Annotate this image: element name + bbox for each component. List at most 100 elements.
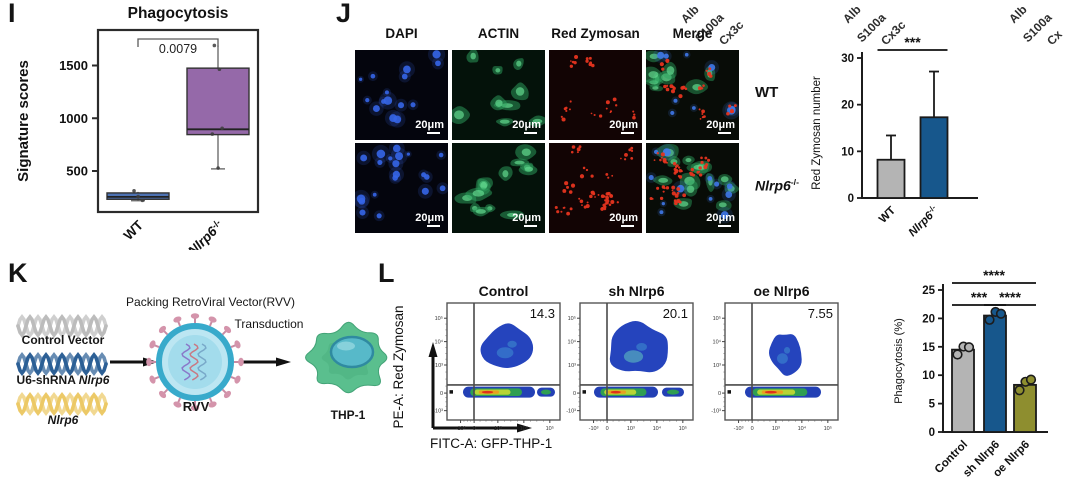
svg-text:10⁴: 10⁴	[435, 339, 444, 346]
thp1-label: THP-1	[330, 408, 366, 422]
scale-bar	[427, 225, 440, 227]
scale-bar-label: 20μm	[609, 119, 638, 131]
bar-y-label: Red Zymosan number	[811, 76, 823, 190]
micro-image-r1-c3: 20μm	[646, 143, 739, 233]
box-1	[186, 67, 250, 136]
bar-0	[876, 158, 906, 199]
svg-text:10⁴: 10⁴	[568, 339, 577, 346]
flow-title-0: Control	[479, 283, 529, 299]
svg-text:10⁴: 10⁴	[520, 425, 529, 432]
scale-bar-label: 20μm	[706, 119, 735, 131]
scale-bar	[524, 225, 537, 227]
svg-text:10³: 10³	[435, 363, 443, 369]
svg-text:10³: 10³	[494, 426, 502, 432]
boxplot-y-label: Signature scores	[15, 60, 32, 182]
svg-text:0: 0	[929, 427, 935, 439]
svg-text:5: 5	[929, 399, 936, 411]
svg-text:-10³: -10³	[589, 426, 599, 432]
packing-rvv-caption: Packing RetroViral Vector(RVV)	[126, 295, 295, 309]
scale-bar	[621, 132, 634, 134]
flow-y-axis-label: PE-A: Red Zymosan	[391, 305, 406, 429]
svg-text:0: 0	[751, 426, 754, 432]
svg-text:10⁵: 10⁵	[713, 315, 721, 322]
bar-y-label: Phagocytosis (%)	[893, 318, 905, 404]
bar-0	[951, 348, 975, 433]
svg-text:20: 20	[841, 100, 854, 112]
scale-bar-label: 20μm	[609, 212, 638, 224]
svg-text:1500: 1500	[59, 58, 88, 73]
channel-header-merge: Merge	[672, 26, 713, 41]
svg-text:25: 25	[922, 285, 935, 297]
svg-text:20: 20	[922, 313, 935, 325]
bar-1	[983, 314, 1007, 433]
svg-text:0: 0	[848, 193, 854, 205]
svg-text:10⁴: 10⁴	[713, 339, 722, 346]
svg-text:WT: WT	[877, 205, 898, 226]
p-value: 0.0079	[159, 42, 197, 56]
svg-text:1000: 1000	[59, 111, 88, 126]
svg-text:-10³: -10³	[711, 409, 721, 415]
svg-text:Nlrp6-/-: Nlrp6-/-	[905, 203, 941, 239]
channel-header-red-zymosan: Red Zymosan	[551, 26, 640, 41]
micro-image-r0-c1: 20μm	[452, 50, 545, 140]
gate-value-2: 7.55	[808, 306, 833, 321]
panel-label-k: K	[8, 258, 28, 288]
flow-title-1: sh Nlrp6	[608, 283, 664, 299]
svg-text:0: 0	[473, 426, 476, 432]
transduction-label: Transduction	[234, 317, 304, 331]
scale-bar-label: 20μm	[512, 212, 541, 224]
vector-label-0: Control Vector	[21, 333, 105, 347]
scale-bar-label: 20μm	[706, 212, 735, 224]
svg-text:10⁵: 10⁵	[679, 425, 687, 432]
scale-bar-label: 20μm	[415, 119, 444, 131]
svg-text:0: 0	[606, 426, 609, 432]
channel-header-dapi: DAPI	[385, 26, 418, 41]
vector-label-2: Nlrp6	[47, 413, 79, 427]
svg-text:****: ****	[983, 267, 1005, 283]
svg-text:10: 10	[922, 370, 935, 382]
flow-x-axis-label: FITC-A: GFP-THP-1	[430, 436, 553, 451]
svg-text:30: 30	[841, 53, 854, 65]
svg-text:10⁴: 10⁴	[653, 425, 662, 432]
svg-text:10⁵: 10⁵	[435, 315, 443, 322]
row-label-0: WT	[755, 84, 779, 101]
scale-bar	[718, 225, 731, 227]
svg-text:-10³: -10³	[433, 409, 443, 415]
svg-text:10³: 10³	[713, 363, 721, 369]
svg-text:0: 0	[718, 391, 721, 397]
svg-text:10⁵: 10⁵	[568, 315, 576, 322]
svg-text:0: 0	[440, 391, 443, 397]
row-label-1: Nlrp6-/-	[755, 177, 799, 194]
gate-value-0: 14.3	[530, 306, 555, 321]
micro-image-r1-c1: 20μm	[452, 143, 545, 233]
scale-bar-label: 20μm	[512, 119, 541, 131]
svg-text:0: 0	[573, 391, 576, 397]
bar-1	[919, 116, 949, 199]
cropped-gene-label: Cx	[1044, 27, 1065, 48]
cropped-gene-label: Alb	[840, 2, 864, 26]
micro-image-r0-c0: 20μm	[355, 50, 448, 140]
svg-text:-10³: -10³	[566, 409, 576, 415]
red-zymosan-bar-chart: 0 10 20 30 WT Nlrp6-/- *** Red Zymosan number	[811, 34, 978, 239]
svg-text:10³: 10³	[568, 363, 576, 369]
micro-image-r0-c3: 20μm	[646, 50, 739, 140]
svg-text:10³: 10³	[627, 426, 635, 432]
scale-bar-label: 20μm	[415, 212, 444, 224]
panel-label-l: L	[378, 258, 395, 288]
svg-text:WT: WT	[121, 217, 147, 243]
svg-text:-10³: -10³	[456, 426, 466, 432]
scale-bar	[427, 132, 440, 134]
scale-bar	[524, 132, 537, 134]
svg-text:-10³: -10³	[734, 426, 744, 432]
cropped-gene-label: Alb	[1006, 2, 1030, 26]
svg-text:500: 500	[66, 164, 88, 179]
signature-boxplot: Phagocytosis Signature scores 500 1000 1500 W…	[15, 5, 260, 250]
boxplot-title: Phagocytosis	[128, 5, 229, 22]
cropped-gene-label: Alb	[678, 2, 702, 26]
svg-text:10³: 10³	[772, 426, 780, 432]
svg-text:Nlrp6-/-: Nlrp6-/-	[185, 218, 226, 250]
rvv-label: RVV	[182, 399, 210, 414]
svg-text:****: ****	[999, 289, 1021, 305]
